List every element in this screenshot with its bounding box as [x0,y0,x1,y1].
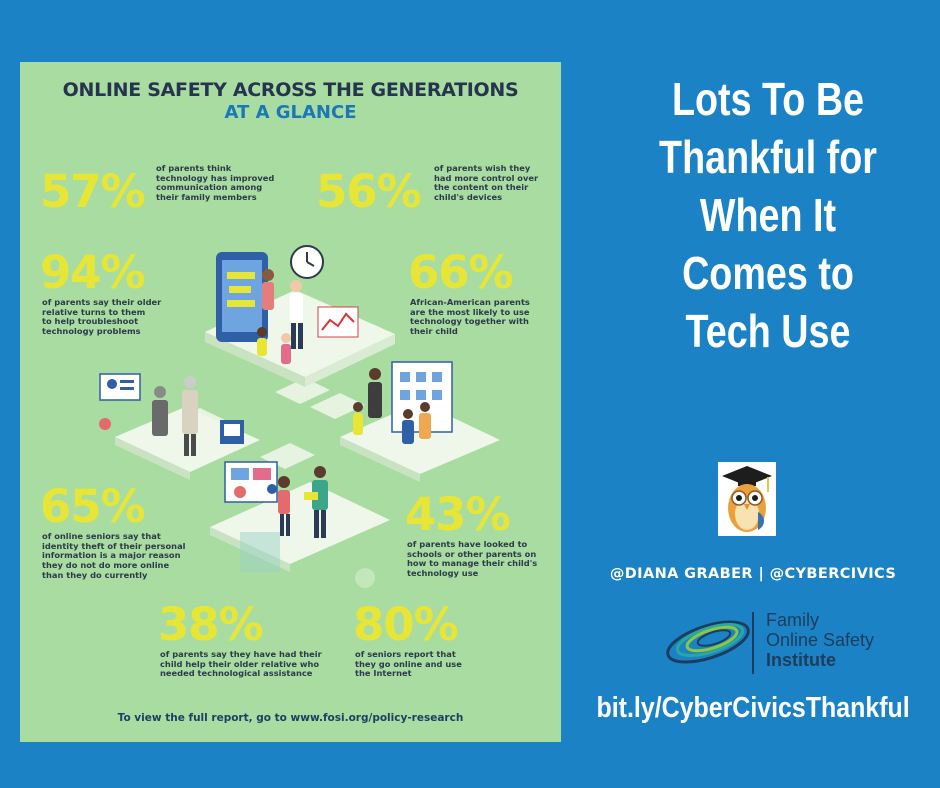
stat-value: 94% [40,246,146,299]
short-link[interactable]: bit.ly/CyberCivicsThankful [566,692,940,725]
isometric-illustration [99,245,500,588]
fosi-name: Family Online Safety Institute [766,610,874,670]
infographic-subtitle: AT A GLANCE [224,102,357,123]
fosi-line: Family [766,610,819,630]
stat-38: 38% of parents say they have had their ch… [158,602,338,692]
short-link-text: bit.ly/CyberCivicsThankful [596,692,910,724]
stat-80: 80% of seniors report that they go online… [353,602,503,692]
fosi-line: Institute [766,650,836,670]
report-link-footer: To view the full report, go to www.fosi.… [117,712,464,724]
stat-description: African-American parents are the most lik… [410,297,530,337]
stat-value: 38% [158,598,264,651]
fosi-swirl-logo-icon [666,620,750,664]
stat-66: 66% African-American parents are the most… [408,250,558,350]
stat-description: of parents think technology has improved c… [156,163,275,203]
stat-57: 57% of parents think technology has impro… [40,163,300,224]
stat-description: of online seniors say that identity theft… [42,531,186,580]
stat-description: of parents say they have had their child … [160,649,322,679]
stat-value: 56% [316,165,422,218]
headline-line: Lots To Be [671,73,865,125]
stat-56: 56% of parents wish they had more control… [316,163,556,224]
stat-value: 80% [353,598,459,651]
headline: Lots To Be Thankful for When It Comes to… [624,70,913,360]
stat-description: of parents have looked to schools or othe… [407,539,538,579]
stat-65: 65% of online seniors say that identity t… [40,484,220,594]
stat-94: 94% of parents say their older relative t… [40,250,210,350]
stat-value: 57% [40,165,146,218]
headline-line: Thankful for [659,131,877,183]
headline-line: Tech Use [685,305,851,357]
headline-line: When It [699,189,837,241]
stat-value: 43% [405,488,511,541]
owl-graduate-icon [718,462,776,536]
fosi-line: Online Safety [766,630,875,650]
infographic-panel: ONLINE SAFETY ACROSS THE GENERATIONS AT … [20,62,561,742]
stat-value: 66% [408,246,514,299]
stat-description: of seniors report that they go online and… [355,649,462,679]
stat-description: of parents wish they had more control ove… [434,163,539,203]
stat-43: 43% of parents have looked to schools or … [405,492,555,592]
social-handles: @DIANA GRABER | @CYBERCIVICS [609,566,897,582]
fosi-divider [752,612,754,674]
stat-description: of parents say their older relative turns… [42,297,162,337]
infographic-title: ONLINE SAFETY ACROSS THE GENERATIONS [62,79,519,101]
stat-value: 65% [40,480,146,533]
headline-line: Comes to [682,247,854,299]
